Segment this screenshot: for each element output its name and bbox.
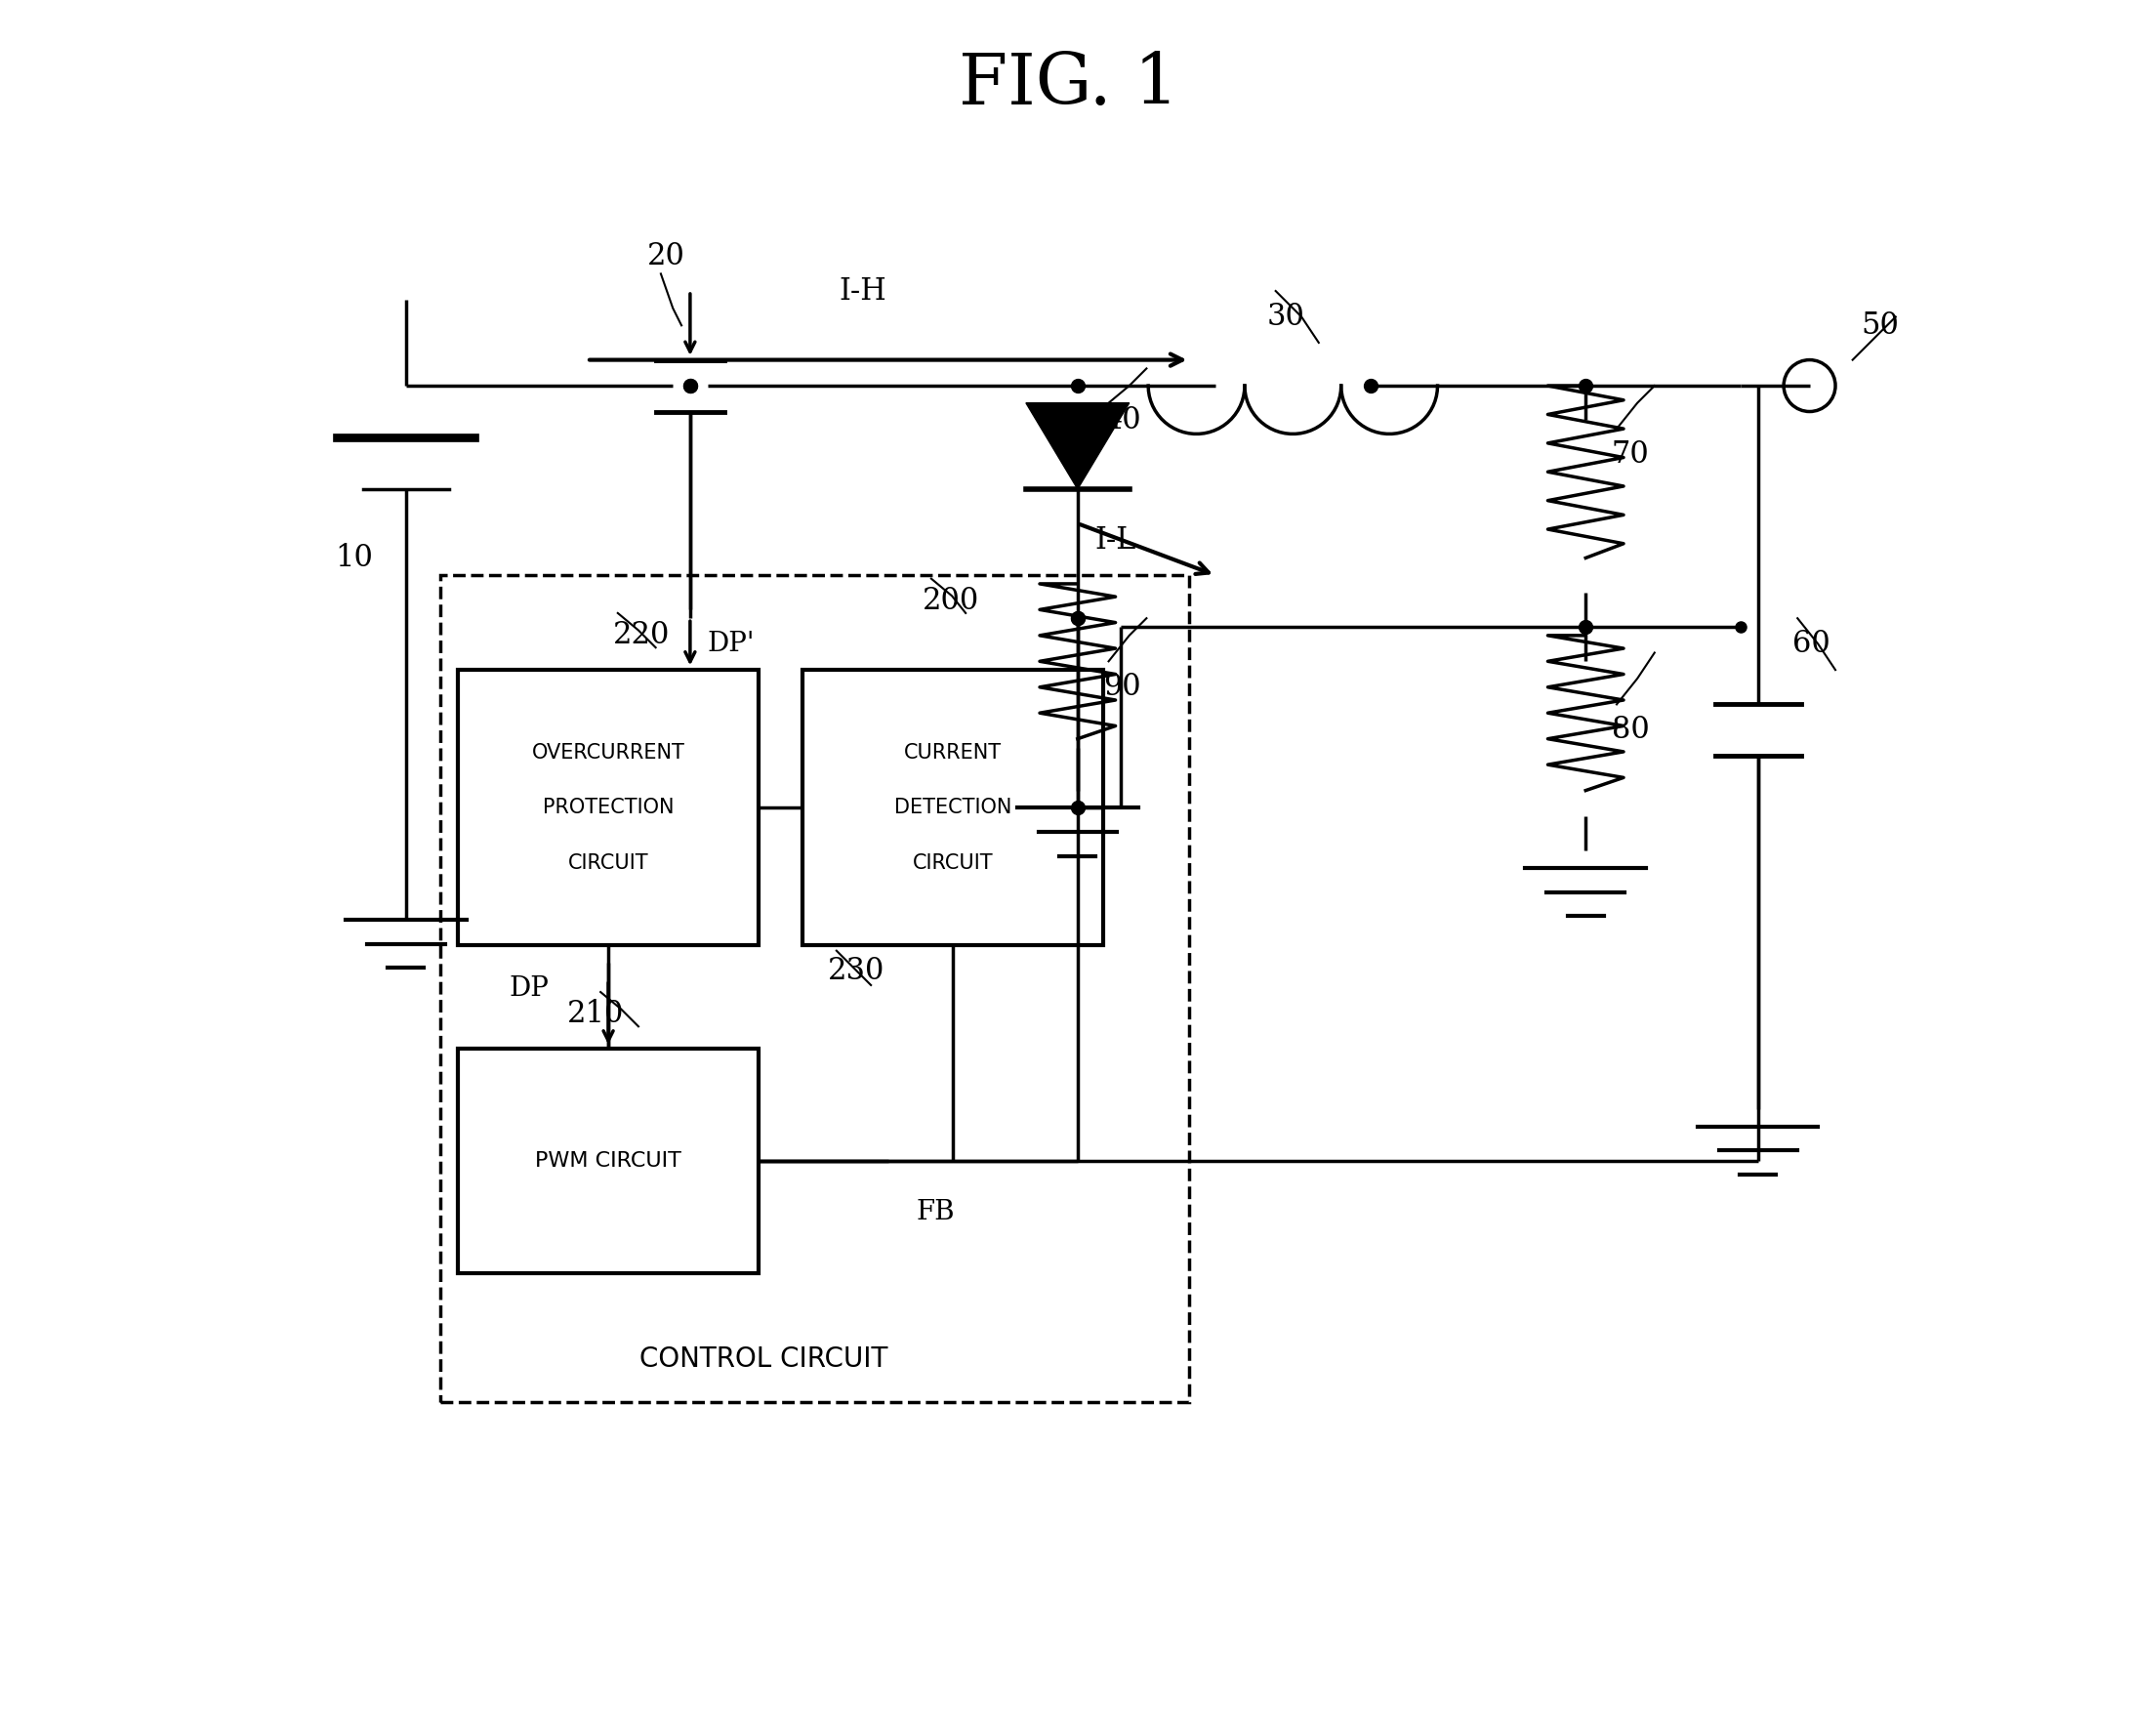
Text: I-H: I-H xyxy=(838,276,885,306)
FancyBboxPatch shape xyxy=(802,670,1103,946)
Text: CONTROL CIRCUIT: CONTROL CIRCUIT xyxy=(639,1345,887,1373)
Text: I-L: I-L xyxy=(1095,526,1135,556)
Text: CURRENT: CURRENT xyxy=(904,743,1001,762)
Text: 40: 40 xyxy=(1103,404,1142,436)
FancyBboxPatch shape xyxy=(458,670,759,946)
Text: 90: 90 xyxy=(1103,672,1142,703)
Text: 60: 60 xyxy=(1792,628,1830,660)
Text: 80: 80 xyxy=(1612,715,1648,745)
Text: DP': DP' xyxy=(708,630,755,658)
Text: PWM CIRCUIT: PWM CIRCUIT xyxy=(534,1151,682,1170)
Text: 10: 10 xyxy=(336,543,374,573)
Text: 220: 220 xyxy=(614,620,669,651)
Text: FIG. 1: FIG. 1 xyxy=(960,50,1178,118)
Text: CIRCUIT: CIRCUIT xyxy=(569,852,648,873)
Text: 230: 230 xyxy=(827,957,885,986)
FancyBboxPatch shape xyxy=(458,1049,759,1272)
Text: PROTECTION: PROTECTION xyxy=(543,799,673,818)
Text: DETECTION: DETECTION xyxy=(894,799,1011,818)
Text: DP: DP xyxy=(509,976,549,1002)
Text: 200: 200 xyxy=(924,585,979,616)
Text: 30: 30 xyxy=(1268,302,1304,332)
Text: 20: 20 xyxy=(648,241,684,271)
Text: FB: FB xyxy=(917,1200,956,1226)
Polygon shape xyxy=(1026,403,1129,490)
Text: 210: 210 xyxy=(567,1000,624,1029)
Text: 70: 70 xyxy=(1612,439,1648,470)
Text: CIRCUIT: CIRCUIT xyxy=(913,852,992,873)
Text: 50: 50 xyxy=(1862,311,1899,340)
Text: OVERCURRENT: OVERCURRENT xyxy=(532,743,684,762)
